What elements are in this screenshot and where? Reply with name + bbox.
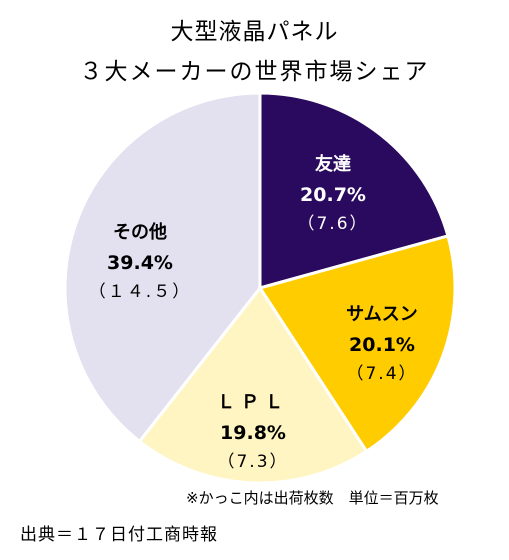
unit-note: ※かっこ内は出荷枚数 単位＝百万枚	[186, 489, 439, 507]
pie-slice	[257, 234, 457, 454]
slice-count-label: （7.3）	[217, 452, 288, 472]
slice-count-label: （7.4）	[346, 364, 417, 384]
chart-title: 大型液晶パネル	[170, 19, 339, 45]
slice-label: その他	[113, 221, 167, 243]
chart-subtitle: ３大メーカーの世界市場シェア	[79, 59, 430, 85]
slice-percent-label: 39.4%	[107, 252, 173, 274]
slice-count-label: （１４.５）	[89, 282, 191, 302]
slice-percent-label: 19.8%	[220, 422, 286, 444]
slice-label: 友達	[315, 153, 351, 175]
pie-slice	[63, 91, 262, 444]
pie-slice	[137, 285, 369, 485]
slice-label: サムスン	[346, 304, 418, 325]
source-note: 出典＝１７日付工商時報	[20, 525, 218, 545]
slice-percent-label: 20.7%	[300, 184, 366, 206]
slice-label: ＬＰＬ	[217, 392, 289, 413]
slice-percent-label: 20.1%	[349, 334, 415, 356]
slice-count-label: （7.6）	[297, 214, 368, 234]
pie-slice	[258, 91, 450, 290]
